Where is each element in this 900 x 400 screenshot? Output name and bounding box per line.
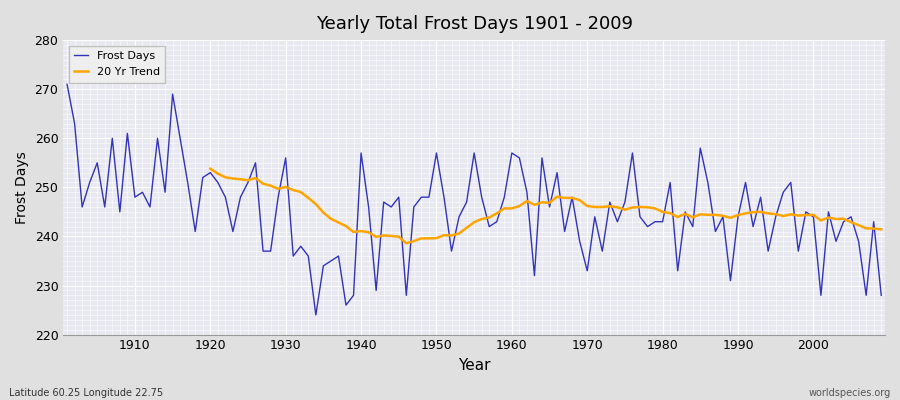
Frost Days [514, 156, 525, 160]
Frost Days [62, 82, 73, 87]
Legend: Frost Days, 20 Yr Trend: Frost Days, 20 Yr Trend [68, 46, 166, 82]
20 Yr Trend [770, 212, 781, 216]
Text: worldspecies.org: worldspecies.org [809, 388, 891, 398]
Line: 20 Yr Trend: 20 Yr Trend [211, 169, 881, 243]
Frost Days [122, 131, 133, 136]
Frost Days [876, 293, 886, 298]
20 Yr Trend [853, 223, 864, 228]
20 Yr Trend [416, 236, 427, 241]
Frost Days [605, 200, 616, 204]
Text: Latitude 60.25 Longitude 22.75: Latitude 60.25 Longitude 22.75 [9, 388, 163, 398]
Title: Yearly Total Frost Days 1901 - 2009: Yearly Total Frost Days 1901 - 2009 [316, 15, 633, 33]
X-axis label: Year: Year [458, 358, 491, 373]
20 Yr Trend [680, 212, 690, 216]
20 Yr Trend [400, 241, 411, 246]
Frost Days [310, 312, 321, 317]
Frost Days [340, 303, 351, 308]
Line: Frost Days: Frost Days [68, 84, 881, 315]
20 Yr Trend [876, 227, 886, 232]
Frost Days [507, 150, 517, 155]
Y-axis label: Frost Days: Frost Days [15, 151, 29, 224]
20 Yr Trend [295, 190, 306, 194]
20 Yr Trend [786, 212, 796, 217]
20 Yr Trend [205, 166, 216, 171]
Frost Days [288, 254, 299, 258]
